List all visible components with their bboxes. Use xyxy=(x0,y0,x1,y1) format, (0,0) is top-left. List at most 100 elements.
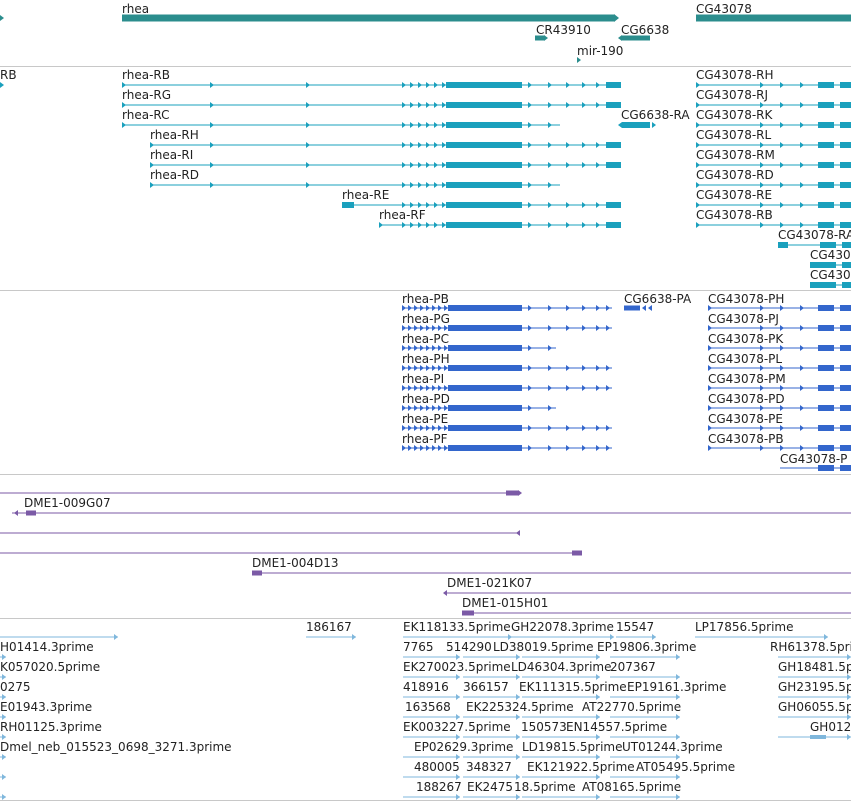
est-label[interactable]: 186167 xyxy=(306,620,352,634)
exon-block[interactable] xyxy=(506,490,518,496)
exon-block[interactable] xyxy=(606,162,621,168)
est-label[interactable]: 18.5prime xyxy=(514,780,576,794)
protein-label[interactable]: CG43078-PJ xyxy=(708,312,779,326)
strand-arrow-right[interactable] xyxy=(582,365,586,371)
gene-label[interactable]: mir-190 xyxy=(577,44,624,58)
exon-block[interactable] xyxy=(818,445,834,451)
strand-arrow-right[interactable] xyxy=(800,142,804,148)
exon-block[interactable] xyxy=(448,385,522,391)
exon-block[interactable] xyxy=(462,610,474,616)
strand-arrow-right[interactable] xyxy=(434,102,438,108)
strand-arrow-right[interactable] xyxy=(708,345,712,351)
strand-arrow-right[interactable] xyxy=(780,365,784,371)
strand-arrow-right[interactable] xyxy=(652,122,656,128)
feature-line[interactable] xyxy=(696,84,851,86)
protein-label[interactable]: CG43078-PM xyxy=(708,372,786,386)
strand-arrow-right[interactable] xyxy=(420,385,424,391)
strand-arrow-right[interactable] xyxy=(410,122,414,128)
strand-arrow-right[interactable] xyxy=(426,385,430,391)
strand-arrow-right[interactable] xyxy=(442,142,446,148)
exon-block[interactable] xyxy=(818,345,834,351)
strand-arrow-right[interactable] xyxy=(847,674,851,680)
strand-arrow-right[interactable] xyxy=(676,674,680,680)
strand-arrow-right[interactable] xyxy=(780,425,784,431)
exon-block[interactable] xyxy=(818,325,834,331)
exon-block[interactable] xyxy=(448,445,522,451)
strand-arrow-right[interactable] xyxy=(432,425,436,431)
strand-arrow-right[interactable] xyxy=(760,82,764,88)
clone-label[interactable]: DME1-015H01 xyxy=(462,596,549,610)
exon-block[interactable] xyxy=(840,345,851,351)
transcript-label[interactable]: rhea-RF xyxy=(379,208,426,222)
strand-arrow-right[interactable] xyxy=(566,385,570,391)
strand-arrow-right[interactable] xyxy=(596,674,600,680)
transcript-label[interactable]: CG43078-RM xyxy=(696,148,775,162)
strand-arrow-right[interactable] xyxy=(414,425,418,431)
strand-arrow-right[interactable] xyxy=(438,405,442,411)
est-alignment[interactable] xyxy=(463,756,520,758)
strand-arrow-right[interactable] xyxy=(760,102,764,108)
strand-arrow-right[interactable] xyxy=(780,385,784,391)
strand-arrow-right[interactable] xyxy=(410,182,414,188)
transcript-label[interactable]: CG430 xyxy=(810,268,851,282)
exon-block[interactable] xyxy=(840,405,851,411)
strand-arrow-right[interactable] xyxy=(548,305,552,311)
transcript-label[interactable]: rhea-RH xyxy=(150,128,199,142)
strand-arrow-right[interactable] xyxy=(708,325,712,331)
strand-arrow-right[interactable] xyxy=(442,82,446,88)
strand-arrow-right[interactable] xyxy=(434,122,438,128)
feature-line[interactable] xyxy=(696,104,851,106)
protein-label[interactable]: rhea-PG xyxy=(402,312,450,326)
strand-arrow-right[interactable] xyxy=(408,445,412,451)
exon-block[interactable] xyxy=(840,202,851,208)
strand-arrow-right[interactable] xyxy=(516,714,520,720)
strand-arrow-right[interactable] xyxy=(444,305,448,311)
strand-arrow-right[interactable] xyxy=(780,445,784,451)
strand-arrow-right[interactable] xyxy=(516,734,520,740)
strand-arrow-right[interactable] xyxy=(434,142,438,148)
strand-arrow-right[interactable] xyxy=(434,182,438,188)
strand-arrow-right[interactable] xyxy=(596,445,600,451)
protein-label[interactable]: rhea-PB xyxy=(402,292,449,306)
feature-line[interactable] xyxy=(462,612,851,614)
strand-arrow-right[interactable] xyxy=(516,674,520,680)
feature-line[interactable] xyxy=(696,224,851,226)
est-alignment[interactable] xyxy=(403,716,460,718)
feature-line[interactable] xyxy=(708,367,851,369)
est-alignment[interactable] xyxy=(610,776,680,778)
strand-arrow-right[interactable] xyxy=(582,102,586,108)
clone-label[interactable]: DME1-004D13 xyxy=(252,556,339,570)
est-alignment[interactable] xyxy=(522,796,600,798)
strand-arrow-right[interactable] xyxy=(847,654,851,660)
est-label[interactable]: 0275 xyxy=(0,680,31,694)
strand-arrow-right[interactable] xyxy=(780,102,784,108)
est-alignment[interactable] xyxy=(522,656,600,658)
est-label[interactable]: EK270023.5prime xyxy=(403,660,511,674)
strand-arrow-right[interactable] xyxy=(582,202,586,208)
est-alignment[interactable] xyxy=(522,696,600,698)
strand-arrow-right[interactable] xyxy=(528,182,532,188)
strand-arrow-right[interactable] xyxy=(696,162,700,168)
strand-arrow-right[interactable] xyxy=(760,345,764,351)
strand-arrow-right[interactable] xyxy=(410,102,414,108)
strand-arrow-right[interactable] xyxy=(408,345,412,351)
transcript-label[interactable]: rhea-RE xyxy=(342,188,390,202)
strand-arrow-right[interactable] xyxy=(596,654,600,660)
strand-arrow-right[interactable] xyxy=(210,182,214,188)
feature-line[interactable] xyxy=(0,552,582,554)
est-label[interactable]: LD38019.5prime xyxy=(493,640,594,654)
strand-arrow-right[interactable] xyxy=(432,385,436,391)
strand-arrow-right[interactable] xyxy=(456,654,460,660)
strand-arrow-right[interactable] xyxy=(516,774,520,780)
strand-arrow-right[interactable] xyxy=(402,385,406,391)
strand-arrow-right[interactable] xyxy=(432,305,436,311)
strand-arrow-right[interactable] xyxy=(210,82,214,88)
transcript-label[interactable]: rhea-RG xyxy=(122,88,172,102)
strand-arrow-right[interactable] xyxy=(548,385,552,391)
est-label[interactable]: EP19806.3prime xyxy=(597,640,697,654)
exon-block[interactable] xyxy=(446,142,522,148)
est-label[interactable]: 188267 xyxy=(416,780,462,794)
strand-arrow-right[interactable] xyxy=(426,142,430,148)
strand-arrow-right[interactable] xyxy=(596,734,600,740)
strand-arrow-right[interactable] xyxy=(606,365,610,371)
